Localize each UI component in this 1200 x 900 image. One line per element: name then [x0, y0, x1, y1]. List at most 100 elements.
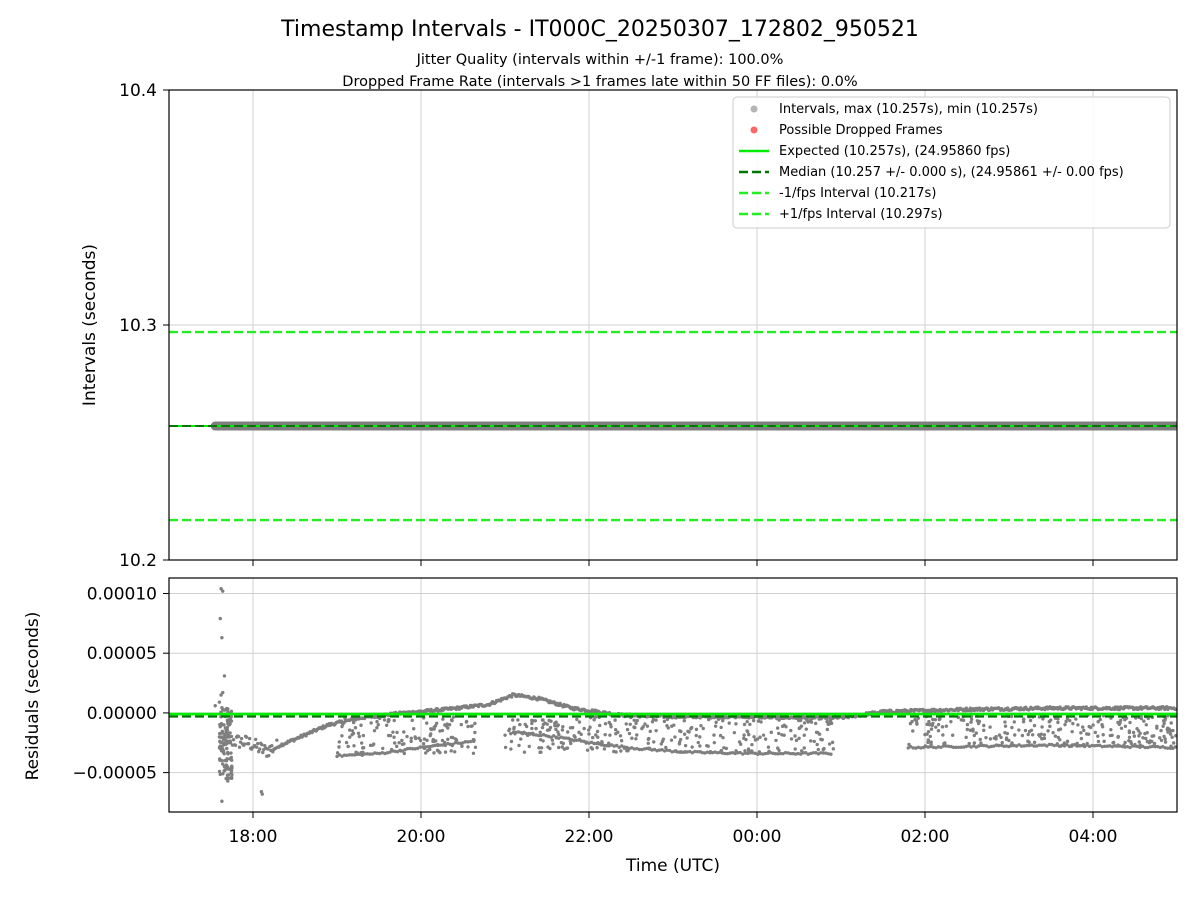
- intervals-panel: 10.2 10.3 10.4 Intervals (seconds) Interva…: [80, 81, 1178, 571]
- intervals-y-tick-label: 10.3: [119, 316, 157, 336]
- residual-branch-point: [773, 752, 778, 756]
- residual-scatter-point: [1123, 724, 1128, 728]
- residual-scatter-point: [696, 740, 700, 745]
- residual-scatter-point: [825, 727, 830, 732]
- residual-scatter-point: [566, 730, 570, 734]
- residual-scatter-point: [518, 722, 522, 727]
- residual-scatter-point: [816, 747, 820, 752]
- residual-scatter-point: [908, 721, 913, 726]
- residual-scatter-point: [719, 725, 723, 730]
- residual-scatter-point: [724, 746, 729, 751]
- residual-scatter-point: [389, 747, 394, 752]
- residual-point: [260, 742, 264, 747]
- residual-scatter-point: [352, 744, 356, 748]
- intervals-y-tick-label: 10.4: [119, 81, 157, 101]
- residual-scatter-point: [780, 733, 784, 737]
- residual-scatter-point: [354, 750, 358, 755]
- residual-branch-point: [1092, 743, 1097, 748]
- residual-scatter-point: [971, 727, 975, 731]
- residual-scatter-point: [412, 727, 416, 731]
- residual-scatter-point: [682, 719, 687, 723]
- residual-scatter-point: [756, 719, 761, 723]
- residual-scatter-point: [596, 740, 600, 745]
- residual-scatter-point: [1003, 724, 1008, 728]
- residual-scatter-point: [752, 735, 756, 739]
- residual-branch-point: [443, 743, 448, 748]
- residual-scatter-point: [1065, 739, 1070, 744]
- residual-scatter-point: [814, 730, 819, 735]
- residual-scatter-point: [988, 737, 993, 741]
- residual-branch-point: [738, 750, 742, 755]
- residuals-y-tick-label: 0.00010: [87, 585, 157, 605]
- residual-scatter-point: [562, 747, 567, 751]
- residual-scatter-point: [634, 737, 638, 741]
- residual-early-point: [225, 728, 230, 732]
- residual-scatter-point: [929, 740, 933, 744]
- residual-scatter-point: [1129, 741, 1133, 746]
- residual-scatter-point: [984, 735, 988, 740]
- residual-early-point: [224, 706, 229, 711]
- residual-scatter-point: [928, 722, 932, 727]
- residual-scatter-point: [673, 749, 678, 753]
- residual-scatter-point: [1013, 733, 1017, 737]
- residual-scatter-point: [813, 721, 818, 726]
- residual-early-point: [226, 718, 230, 722]
- residual-branch-point: [637, 747, 642, 752]
- residual-scatter-point: [804, 727, 809, 731]
- intervals-y-ticks: 10.2 10.3 10.4: [119, 81, 169, 571]
- residual-scatter-point: [1075, 741, 1079, 746]
- residual-scatter-point: [938, 716, 942, 721]
- residual-branch-point: [793, 752, 798, 756]
- residual-scatter-point: [570, 725, 575, 730]
- residual-scatter-point: [425, 738, 429, 743]
- residual-scatter-point: [1074, 717, 1078, 721]
- residual-early-point: [225, 750, 230, 755]
- legend-entry-intervals: Intervals, max (10.257s), min (10.257s): [779, 102, 1038, 117]
- residual-scatter-point: [1096, 720, 1100, 724]
- residual-scatter-point: [522, 750, 527, 754]
- residual-scatter-point: [1042, 733, 1047, 737]
- residual-scatter-point: [600, 740, 604, 745]
- residual-scatter-point: [713, 724, 718, 728]
- residual-branch-point: [405, 747, 410, 751]
- residual-scatter-point: [432, 725, 436, 729]
- residual-branch-point: [1166, 746, 1170, 750]
- residual-scatter-point: [1012, 720, 1016, 724]
- residual-scatter-point: [1041, 717, 1045, 721]
- residual-scatter-point: [603, 722, 608, 726]
- residual-scatter-point: [353, 725, 358, 730]
- residual-scatter-point: [1123, 740, 1127, 745]
- residual-scatter-point: [391, 730, 395, 734]
- residuals-x-tick-label: 02:00: [901, 827, 950, 847]
- residual-scatter-point: [359, 723, 363, 727]
- residual-point: [275, 738, 279, 742]
- residual-scatter-point: [664, 745, 668, 750]
- residual-scatter-point: [466, 745, 470, 749]
- residual-point: [246, 742, 251, 746]
- residual-scatter-point: [976, 721, 981, 726]
- legend-box: [732, 96, 1171, 229]
- residual-branch-point: [1100, 744, 1104, 749]
- residual-scatter-point: [812, 739, 816, 744]
- residual-scatter-point: [517, 743, 521, 748]
- residual-scatter-point: [605, 743, 610, 748]
- residual-early-point: [227, 740, 232, 745]
- residual-scatter-point: [337, 740, 342, 744]
- residual-scatter-point: [445, 722, 449, 726]
- residuals-y-axis-label: Residuals (seconds): [23, 612, 43, 781]
- residual-scatter-point: [1064, 719, 1068, 724]
- residual-scatter-point: [361, 746, 365, 750]
- residual-branch-point: [796, 751, 800, 756]
- residual-scatter-point: [1069, 744, 1074, 748]
- residual-scatter-point: [503, 733, 507, 737]
- residual-branch-point: [1130, 744, 1135, 748]
- residual-scatter-point: [464, 720, 469, 724]
- residual-scatter-point: [614, 750, 618, 754]
- residual-branch-point: [431, 744, 435, 748]
- residual-scatter-point: [742, 722, 747, 727]
- residual-scatter-point: [598, 723, 602, 728]
- figure-subtitle-jitter: Jitter Quality (intervals within +/-1 fr…: [416, 52, 784, 68]
- residual-branch-point: [1075, 744, 1079, 748]
- residual-scatter-point: [1081, 742, 1086, 747]
- residual-scatter-point: [817, 732, 822, 736]
